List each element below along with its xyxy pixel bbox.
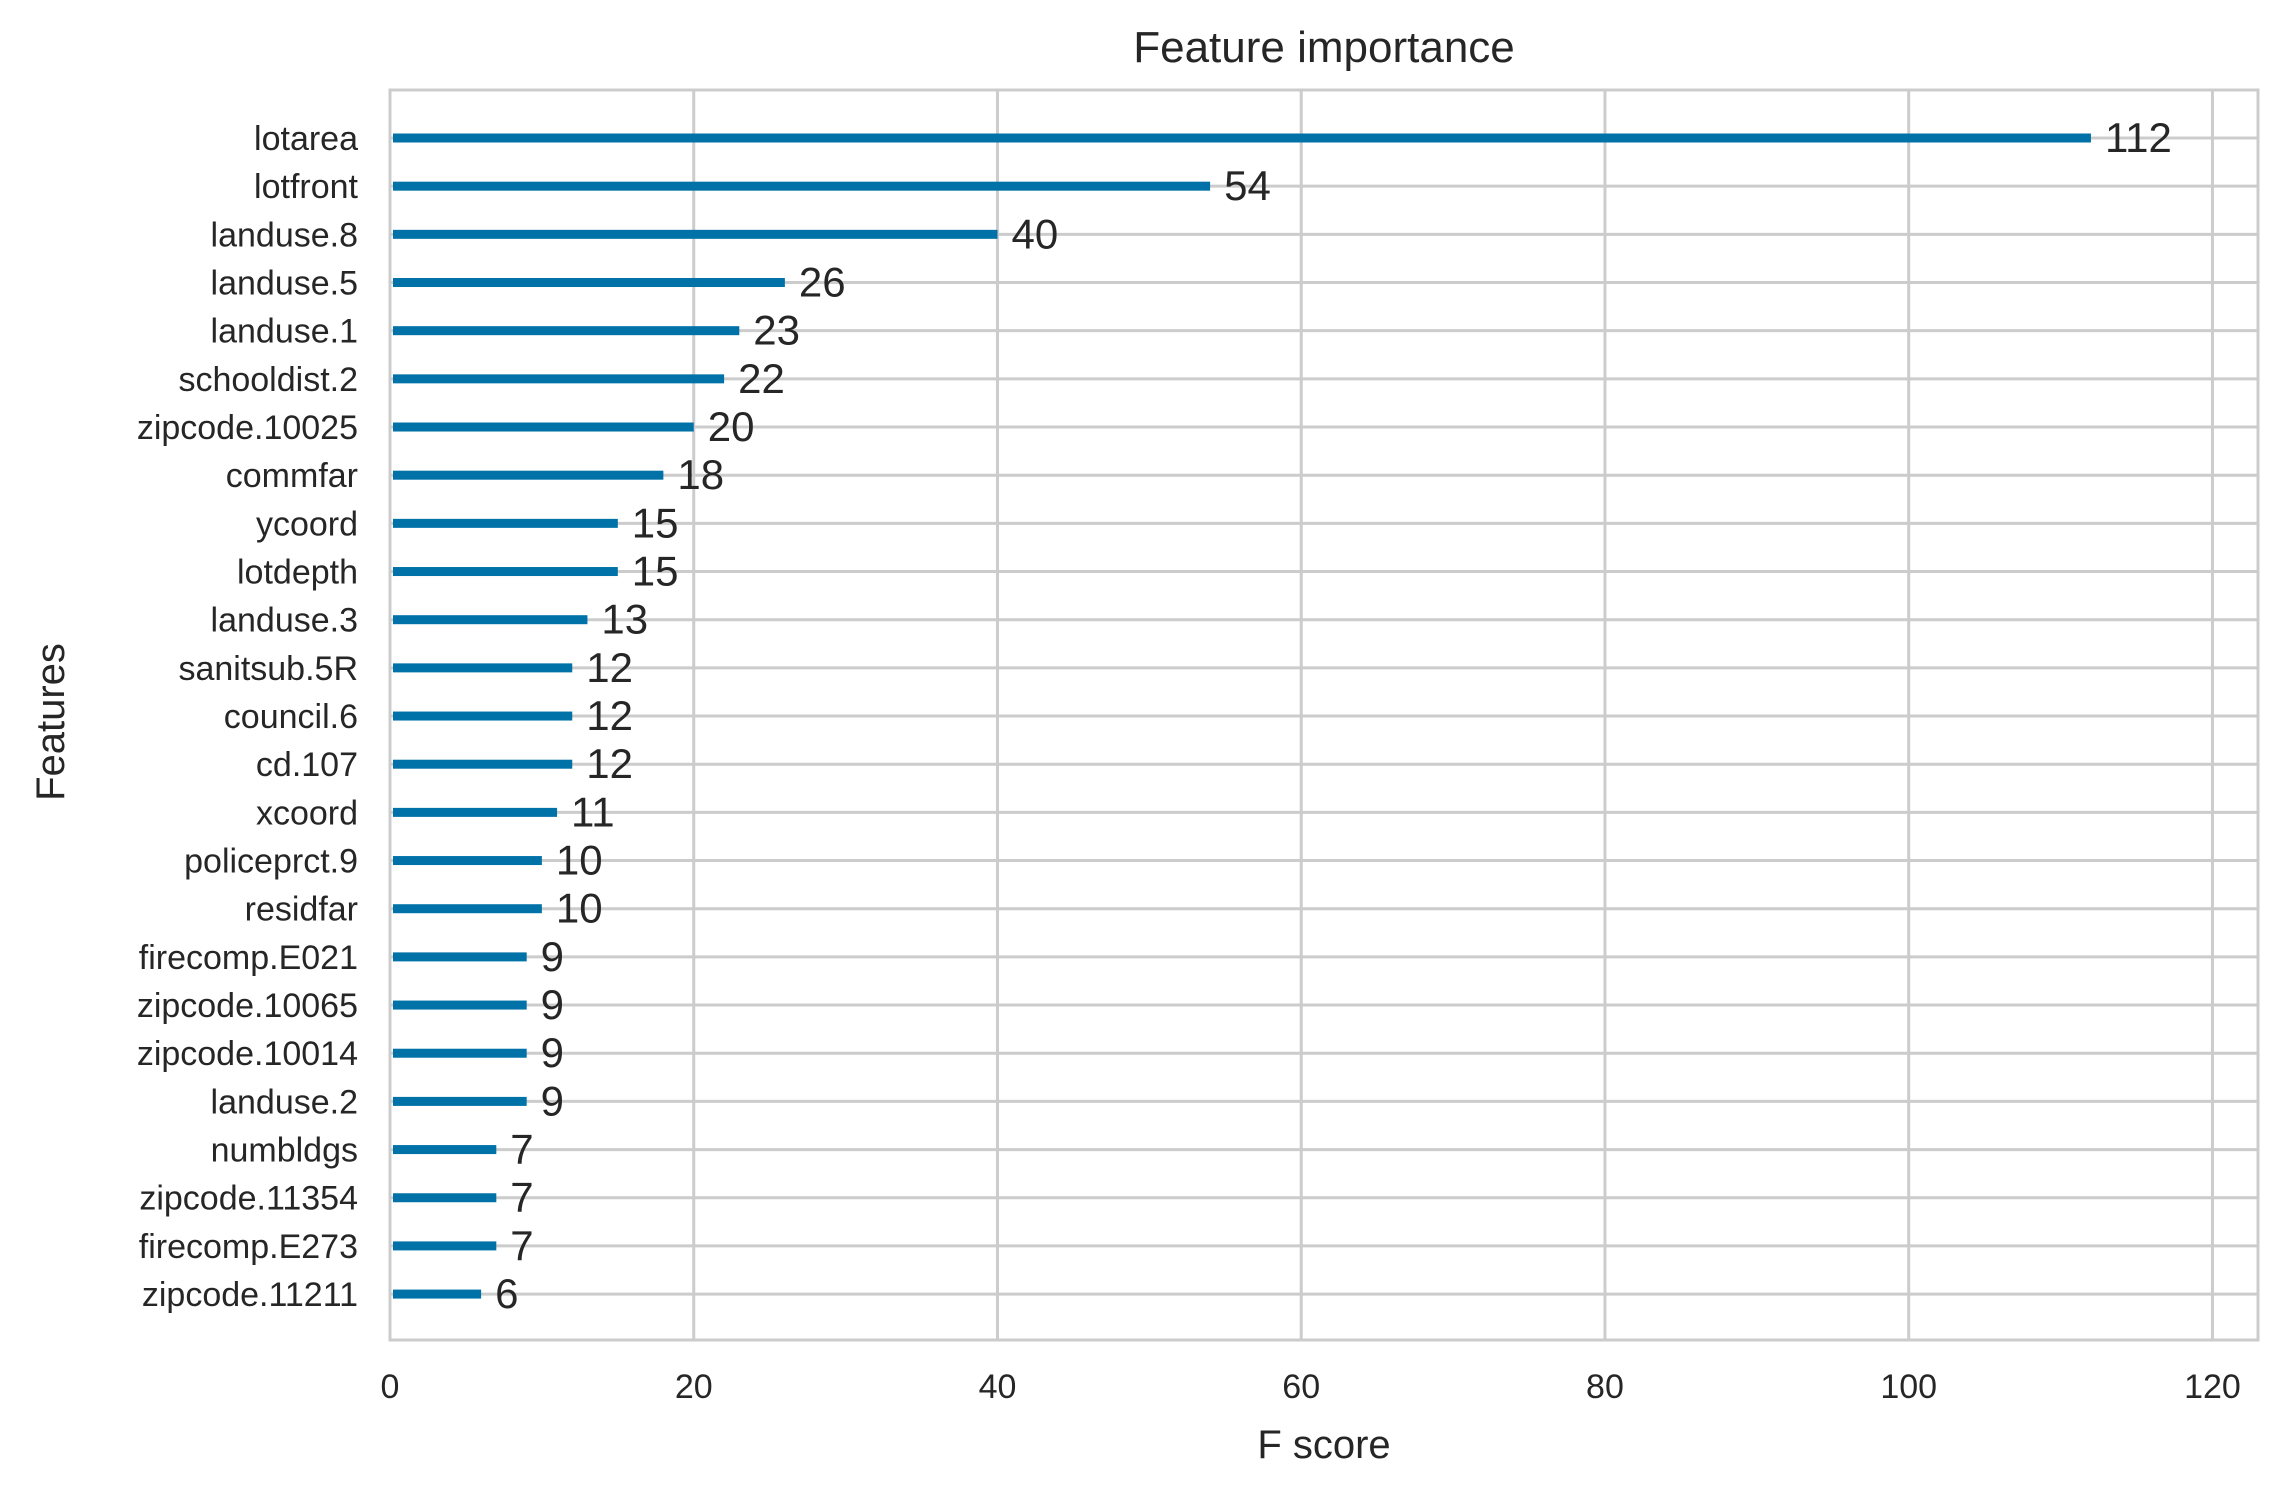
value-label-zipcode.11354: 7 xyxy=(510,1174,533,1221)
x-tick-label: 120 xyxy=(2184,1368,2241,1406)
value-label-zipcode.11211: 6 xyxy=(495,1270,518,1317)
value-label-zipcode.10014: 9 xyxy=(541,1029,564,1076)
value-labels: 1125440262322201815151312121211101099997… xyxy=(495,114,2172,1317)
y-tick-label-numbldgs: numbldgs xyxy=(211,1132,358,1170)
bars xyxy=(393,133,2091,1299)
bar-landuse.3 xyxy=(393,615,588,625)
y-tick-label-landuse.1: landuse.1 xyxy=(211,313,358,351)
x-axis-label: F score xyxy=(1257,1423,1390,1467)
x-tick-label: 40 xyxy=(979,1368,1017,1406)
x-tick-labels: 0 20 40 60 80 100 120 xyxy=(381,1368,2241,1406)
value-label-lotfront: 54 xyxy=(1224,162,1271,209)
value-label-landuse.3: 13 xyxy=(601,596,648,643)
value-label-zipcode.10025: 20 xyxy=(708,403,755,450)
y-tick-label-landuse.8: landuse.8 xyxy=(211,216,358,254)
bar-zipcode.11354 xyxy=(393,1193,497,1203)
y-tick-label-lotdepth: lotdepth xyxy=(237,554,358,592)
plot-frame xyxy=(388,88,2260,1342)
value-label-numbldgs: 7 xyxy=(510,1126,533,1173)
bar-residfar xyxy=(393,904,542,914)
y-tick-label-firecomp.E273: firecomp.E273 xyxy=(139,1228,358,1266)
y-tick-label-policeprct.9: policeprct.9 xyxy=(184,843,358,881)
bar-numbldgs xyxy=(393,1145,497,1155)
y-tick-label-xcoord: xcoord xyxy=(256,794,358,832)
y-tick-label-lotfront: lotfront xyxy=(254,168,358,206)
value-label-council.6: 12 xyxy=(586,692,633,739)
bar-lotarea xyxy=(393,133,2091,143)
chart-title: Feature importance xyxy=(1133,23,1515,72)
bar-cd.107 xyxy=(393,759,573,769)
value-label-lotdepth: 15 xyxy=(632,548,679,595)
bar-council.6 xyxy=(393,711,573,721)
bar-landuse.2 xyxy=(393,1096,527,1106)
bar-policeprct.9 xyxy=(393,856,542,866)
y-tick-label-firecomp.E021: firecomp.E021 xyxy=(139,939,358,977)
bar-sanitsub.5R xyxy=(393,663,573,673)
value-label-residfar: 10 xyxy=(556,885,603,932)
x-tick-label: 100 xyxy=(1880,1368,1937,1406)
value-label-landuse.2: 9 xyxy=(541,1077,564,1124)
y-axis-label: Features xyxy=(29,643,73,801)
value-label-zipcode.10065: 9 xyxy=(541,981,564,1028)
y-tick-label-zipcode.11211: zipcode.11211 xyxy=(142,1276,358,1314)
value-label-landuse.5: 26 xyxy=(799,259,846,306)
y-tick-label-commfar: commfar xyxy=(226,457,358,495)
bar-zipcode.10025 xyxy=(393,422,694,432)
y-tick-label-lotarea: lotarea xyxy=(254,120,358,158)
value-label-ycoord: 15 xyxy=(632,499,679,546)
y-tick-label-zipcode.10065: zipcode.10065 xyxy=(137,987,358,1025)
value-label-commfar: 18 xyxy=(677,451,724,498)
bar-landuse.1 xyxy=(393,326,740,336)
y-tick-label-ycoord: ycoord xyxy=(256,505,358,543)
value-label-sanitsub.5R: 12 xyxy=(586,644,633,691)
bar-zipcode.10065 xyxy=(393,1000,527,1010)
value-label-landuse.1: 23 xyxy=(753,307,800,354)
x-tick-label: 20 xyxy=(675,1368,713,1406)
y-tick-label-landuse.2: landuse.2 xyxy=(211,1083,358,1121)
value-label-xcoord: 11 xyxy=(571,788,615,835)
bar-schooldist.2 xyxy=(393,374,725,384)
bar-ycoord xyxy=(393,518,618,528)
bar-landuse.8 xyxy=(393,229,998,239)
bar-lotfront xyxy=(393,181,1211,191)
value-label-schooldist.2: 22 xyxy=(738,355,785,402)
x-tick-label: 0 xyxy=(381,1368,400,1406)
y-tick-label-cd.107: cd.107 xyxy=(256,746,358,784)
value-label-cd.107: 12 xyxy=(586,740,633,787)
bar-zipcode.11211 xyxy=(393,1289,482,1299)
value-label-firecomp.E021: 9 xyxy=(541,933,564,980)
x-tick-label: 60 xyxy=(1282,1368,1320,1406)
y-tick-label-zipcode.11354: zipcode.11354 xyxy=(139,1180,358,1218)
bar-firecomp.E021 xyxy=(393,952,527,962)
bar-zipcode.10014 xyxy=(393,1048,527,1058)
value-label-lotarea: 112 xyxy=(2105,114,2172,161)
bar-lotdepth xyxy=(393,567,618,577)
bar-xcoord xyxy=(393,807,558,817)
y-tick-label-landuse.5: landuse.5 xyxy=(211,265,358,303)
y-tick-label-schooldist.2: schooldist.2 xyxy=(178,361,358,399)
bar-landuse.5 xyxy=(393,278,785,288)
y-tick-label-council.6: council.6 xyxy=(224,698,358,736)
y-tick-label-sanitsub.5R: sanitsub.5R xyxy=(178,650,358,688)
y-tick-labels: lotarea lotfront landuse.8 landuse.5 landuse… xyxy=(137,120,359,1314)
y-tick-label-zipcode.10014: zipcode.10014 xyxy=(137,1035,358,1073)
y-tick-label-zipcode.10025: zipcode.10025 xyxy=(137,409,358,447)
bar-firecomp.E273 xyxy=(393,1241,497,1251)
value-label-firecomp.E273: 7 xyxy=(510,1222,533,1269)
bar-commfar xyxy=(393,470,664,480)
y-tick-label-landuse.3: landuse.3 xyxy=(211,602,358,640)
value-label-landuse.8: 40 xyxy=(1011,210,1058,257)
y-tick-label-residfar: residfar xyxy=(245,891,358,929)
x-tick-label: 80 xyxy=(1586,1368,1624,1406)
value-label-policeprct.9: 10 xyxy=(556,837,603,884)
